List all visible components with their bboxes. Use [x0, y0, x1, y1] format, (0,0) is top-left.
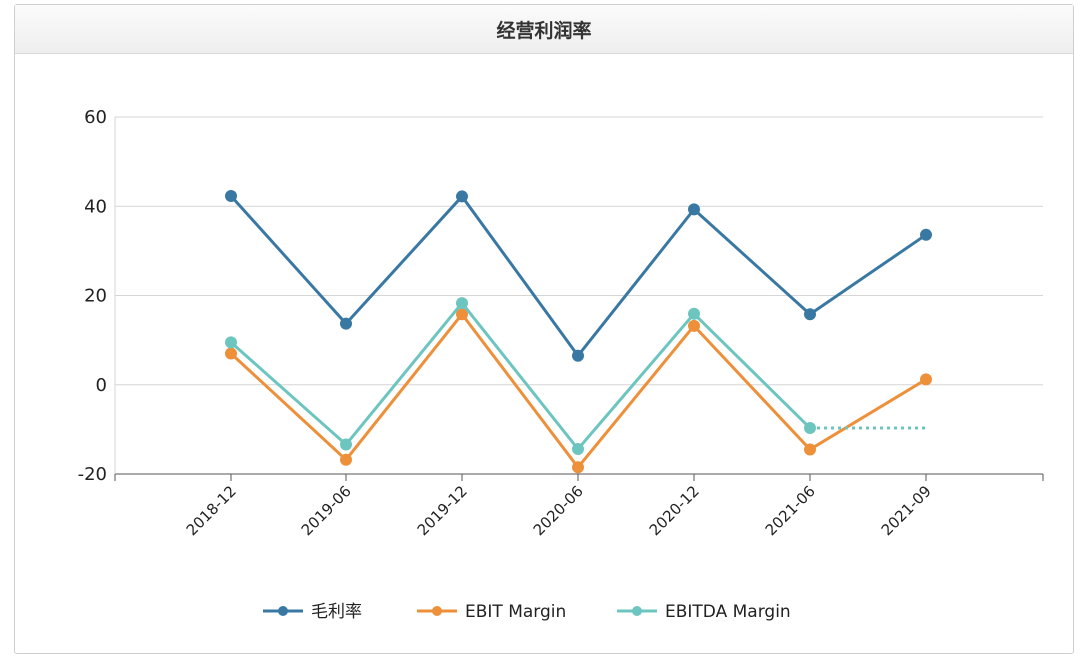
legend-marker	[432, 606, 442, 616]
legend-label: EBIT Margin	[465, 602, 566, 622]
data-point	[456, 297, 468, 310]
x-tick-label: 2020-12	[646, 482, 703, 539]
data-point	[920, 228, 932, 241]
chart-panel: 经营利润率	[14, 4, 1074, 654]
legend-label: 毛利率	[311, 602, 362, 622]
data-point	[804, 443, 816, 456]
data-point	[225, 189, 237, 202]
data-point	[340, 453, 352, 466]
data-point	[456, 190, 468, 203]
y-tick-label: 60	[84, 107, 107, 128]
data-point	[572, 443, 584, 456]
data-point	[225, 336, 237, 349]
y-tick-label: 0	[96, 375, 107, 396]
legend-marker	[632, 606, 642, 616]
y-tick-label: 40	[84, 196, 107, 217]
data-point	[804, 308, 816, 321]
data-point	[920, 373, 932, 386]
legend-marker	[278, 606, 288, 616]
data-point	[572, 349, 584, 362]
y-tick-label: 20	[84, 286, 107, 307]
series-line	[230, 301, 812, 451]
x-tick-label: 2019-06	[298, 482, 355, 539]
x-tick-label: 2020-06	[530, 482, 587, 539]
data-point	[456, 308, 468, 321]
data-point	[688, 319, 700, 332]
data-point	[688, 203, 700, 216]
series-line	[229, 194, 927, 358]
data-point	[688, 307, 700, 320]
data-point	[572, 461, 584, 474]
data-point	[804, 422, 816, 435]
x-tick-label: 2021-06	[762, 482, 819, 539]
x-tick-label: 2019-12	[414, 482, 471, 539]
data-point	[340, 317, 352, 330]
data-point	[225, 347, 237, 360]
x-tick-label: 2021-09	[878, 482, 935, 539]
y-tick-label: -20	[78, 464, 107, 485]
data-point	[340, 438, 352, 451]
chart-title: 经营利润率	[15, 5, 1073, 54]
x-tick-label: 2018-12	[183, 482, 240, 539]
legend-label: EBITDA Margin	[665, 602, 791, 622]
